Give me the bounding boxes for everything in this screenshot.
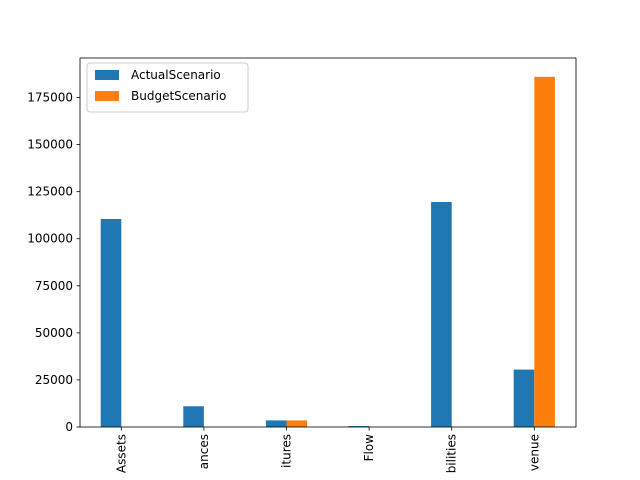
y-axis: 0 25000 50000 75000 100000 125000 150000 175000 xyxy=(27,91,80,434)
bar xyxy=(183,406,204,427)
y-tick-label: 125000 xyxy=(27,185,73,199)
y-tick-label: 175000 xyxy=(27,91,73,105)
legend-label: BudgetScenario xyxy=(131,89,226,103)
bars-group xyxy=(100,76,555,427)
y-tick-label: 75000 xyxy=(35,279,73,293)
y-tick-label: 25000 xyxy=(35,373,73,387)
legend: ActualScenario BudgetScenario xyxy=(86,62,249,113)
plot-frame xyxy=(79,57,577,428)
x-tick-label: itures xyxy=(280,434,294,468)
bar xyxy=(431,202,452,427)
bar xyxy=(286,420,308,427)
x-tick-label: Flow xyxy=(362,434,376,462)
x-axis: Assets ances itures Flow bilities venue xyxy=(114,427,541,473)
bar xyxy=(534,76,555,427)
legend-swatch xyxy=(95,91,119,101)
legend-swatch xyxy=(95,70,119,80)
bar xyxy=(513,369,535,427)
bar xyxy=(348,426,370,427)
x-tick-label: venue xyxy=(527,434,541,471)
bar xyxy=(100,218,122,427)
y-tick-label: 150000 xyxy=(27,138,73,152)
bar xyxy=(265,420,287,427)
y-tick-label: 50000 xyxy=(35,326,73,340)
x-tick-label: ances xyxy=(197,434,211,469)
x-tick-label: bilities xyxy=(445,434,459,473)
legend-box xyxy=(86,62,249,113)
y-tick-label: 0 xyxy=(65,420,73,434)
y-tick-label: 100000 xyxy=(27,232,73,246)
x-tick-label: Assets xyxy=(114,434,128,473)
legend-label: ActualScenario xyxy=(131,68,221,82)
